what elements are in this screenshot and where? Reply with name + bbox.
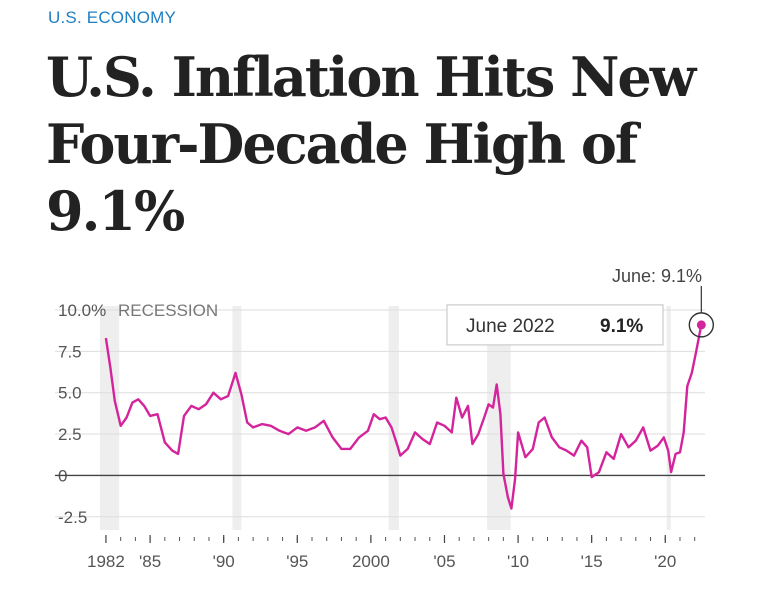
x-tick-label: '20 (654, 552, 676, 571)
recession-band (100, 306, 120, 530)
y-tick-label: -2.5 (58, 508, 87, 527)
x-tick-label: '95 (286, 552, 308, 571)
recession-band (666, 306, 671, 530)
x-tick-label: 2000 (352, 552, 390, 571)
x-tick-label: '05 (433, 552, 455, 571)
tooltip-date: June 2022 (466, 316, 555, 337)
recession-legend-label: RECESSION (118, 301, 218, 320)
x-tick-label: '90 (213, 552, 235, 571)
x-axis-ticks: 1982 '85 '90 '95 2000 '05 '10 '15 '20 (87, 535, 696, 571)
recession-band (388, 306, 399, 530)
inflation-line-chart: RECESSION 10.0%7.55.02.50-2.5 1982'85'90… (55, 266, 715, 571)
x-tick-label: '10 (507, 552, 529, 571)
highlight-ring (688, 312, 715, 338)
headline: U.S. Inflation Hits New Four-Decade High… (46, 45, 696, 243)
highlight-point (696, 320, 706, 330)
y-tick-label: 10.0% (58, 301, 106, 320)
tooltip-box (446, 304, 664, 346)
section-kicker[interactable]: U.S. ECONOMY (48, 8, 177, 27)
recession-band (487, 306, 511, 530)
y-tick-label: 7.5 (58, 342, 82, 361)
callout-label: June: 9.1% (612, 266, 702, 286)
x-tick-label: '15 (581, 552, 603, 571)
y-tick-label: 2.5 (58, 425, 82, 444)
y-tick-label: 5.0 (58, 384, 82, 403)
x-tick-label: 1982 (87, 552, 125, 571)
recession-bands (100, 306, 671, 530)
latest-value-highlight: June: 9.1% June 2022 9.1% (446, 266, 715, 346)
y-axis-ticks: 10.0%7.55.02.50-2.5 (58, 301, 106, 527)
recession-band (232, 306, 242, 530)
x-tick-label: '85 (139, 552, 161, 571)
cpi-series-line (104, 324, 703, 510)
tooltip-value: 9.1% (600, 316, 643, 337)
